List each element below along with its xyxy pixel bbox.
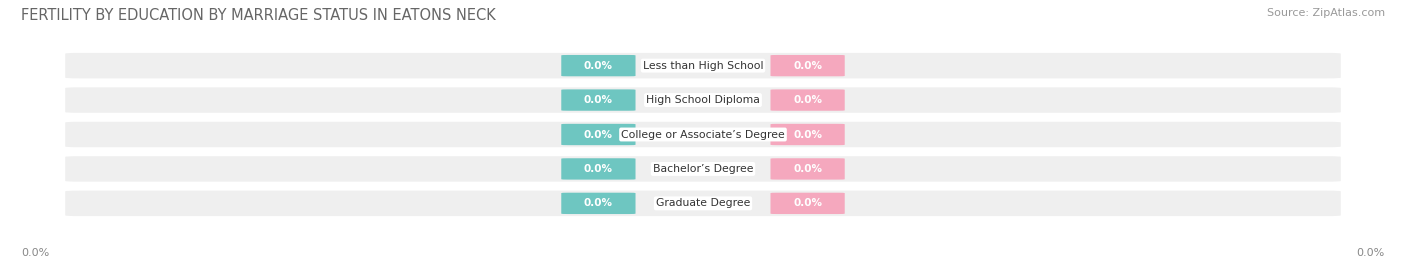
FancyBboxPatch shape	[561, 158, 636, 180]
Text: High School Diploma: High School Diploma	[647, 95, 759, 105]
FancyBboxPatch shape	[770, 158, 845, 180]
FancyBboxPatch shape	[65, 87, 1341, 113]
FancyBboxPatch shape	[770, 55, 845, 76]
Text: Graduate Degree: Graduate Degree	[655, 198, 751, 208]
FancyBboxPatch shape	[770, 89, 845, 111]
Text: 0.0%: 0.0%	[793, 61, 823, 71]
FancyBboxPatch shape	[561, 89, 636, 111]
FancyBboxPatch shape	[770, 193, 845, 214]
Text: 0.0%: 0.0%	[583, 164, 613, 174]
Text: College or Associate’s Degree: College or Associate’s Degree	[621, 129, 785, 140]
Text: Bachelor’s Degree: Bachelor’s Degree	[652, 164, 754, 174]
FancyBboxPatch shape	[561, 193, 636, 214]
Text: 0.0%: 0.0%	[583, 95, 613, 105]
FancyBboxPatch shape	[65, 156, 1341, 182]
Text: 0.0%: 0.0%	[583, 198, 613, 208]
Text: FERTILITY BY EDUCATION BY MARRIAGE STATUS IN EATONS NECK: FERTILITY BY EDUCATION BY MARRIAGE STATU…	[21, 8, 496, 23]
Text: Less than High School: Less than High School	[643, 61, 763, 71]
Text: 0.0%: 0.0%	[793, 129, 823, 140]
FancyBboxPatch shape	[770, 124, 845, 145]
FancyBboxPatch shape	[561, 124, 636, 145]
FancyBboxPatch shape	[65, 53, 1341, 78]
Text: 0.0%: 0.0%	[583, 129, 613, 140]
Text: 0.0%: 0.0%	[1357, 248, 1385, 258]
Text: 0.0%: 0.0%	[793, 95, 823, 105]
FancyBboxPatch shape	[561, 55, 636, 76]
FancyBboxPatch shape	[65, 191, 1341, 216]
Text: 0.0%: 0.0%	[21, 248, 49, 258]
Text: Source: ZipAtlas.com: Source: ZipAtlas.com	[1267, 8, 1385, 18]
Text: 0.0%: 0.0%	[583, 61, 613, 71]
FancyBboxPatch shape	[65, 122, 1341, 147]
Text: 0.0%: 0.0%	[793, 198, 823, 208]
Text: 0.0%: 0.0%	[793, 164, 823, 174]
